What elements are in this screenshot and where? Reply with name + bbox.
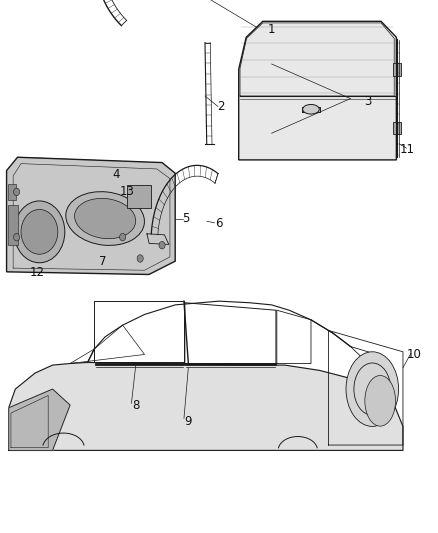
- Text: 8: 8: [132, 399, 139, 411]
- Ellipse shape: [354, 363, 391, 415]
- Ellipse shape: [74, 198, 136, 239]
- Text: 6: 6: [215, 217, 223, 230]
- Bar: [393, 122, 401, 134]
- Bar: [8, 184, 16, 200]
- Polygon shape: [239, 21, 396, 160]
- Text: 4: 4: [112, 168, 120, 181]
- Text: 2: 2: [217, 100, 225, 113]
- Circle shape: [21, 209, 58, 254]
- Circle shape: [137, 255, 143, 262]
- Circle shape: [14, 233, 20, 241]
- Text: 11: 11: [400, 143, 415, 156]
- Text: 9: 9: [184, 415, 192, 427]
- Text: 1: 1: [268, 23, 276, 36]
- Polygon shape: [7, 157, 175, 274]
- Ellipse shape: [346, 352, 399, 426]
- Ellipse shape: [66, 192, 145, 245]
- Bar: [8, 205, 18, 245]
- Text: 10: 10: [406, 348, 421, 361]
- Ellipse shape: [365, 375, 396, 426]
- Polygon shape: [9, 362, 403, 450]
- Circle shape: [14, 188, 20, 196]
- Circle shape: [14, 201, 65, 263]
- Text: 12: 12: [30, 266, 45, 279]
- Ellipse shape: [303, 104, 319, 114]
- Bar: [393, 63, 401, 76]
- Polygon shape: [9, 389, 70, 450]
- Circle shape: [159, 241, 165, 249]
- Bar: [127, 185, 151, 208]
- Text: 3: 3: [364, 95, 371, 108]
- Text: 7: 7: [99, 255, 107, 268]
- Circle shape: [120, 233, 126, 241]
- Text: 13: 13: [120, 185, 134, 198]
- Text: 5: 5: [183, 212, 190, 225]
